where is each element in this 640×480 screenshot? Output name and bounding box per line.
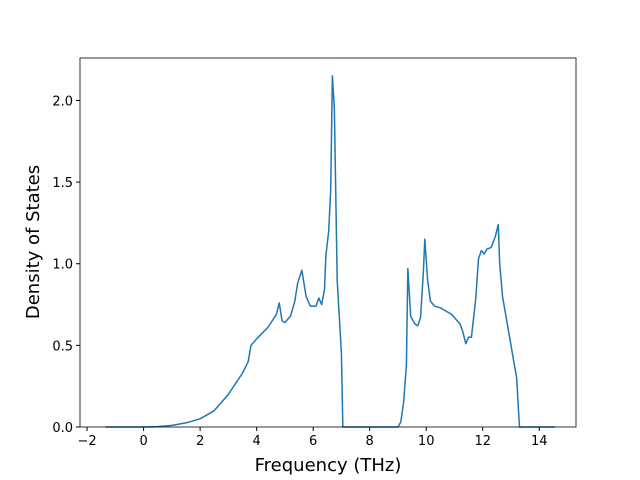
x-tick-label: 0 <box>139 434 147 449</box>
x-tick-label: 14 <box>531 434 548 449</box>
y-tick-label: 0.5 <box>52 339 73 354</box>
x-tick-label: 10 <box>418 434 435 449</box>
y-tick-label: 1.0 <box>52 258 73 273</box>
x-tick-label: 4 <box>252 434 260 449</box>
line-series <box>105 75 555 428</box>
x-tick-label: 2 <box>196 434 204 449</box>
x-tick-label: −2 <box>77 434 96 449</box>
x-tick-label: 6 <box>309 434 317 449</box>
plot-frame <box>79 57 577 428</box>
y-axis-label: Density of States <box>23 165 44 319</box>
y-tick-label: 1.5 <box>52 176 73 191</box>
y-tick-label: 0.0 <box>52 421 73 436</box>
x-axis-label: Frequency (THz) <box>255 455 402 476</box>
x-tick-label: 8 <box>366 434 374 449</box>
x-tick-label: 12 <box>474 434 491 449</box>
y-tick-label: 2.0 <box>52 94 73 109</box>
